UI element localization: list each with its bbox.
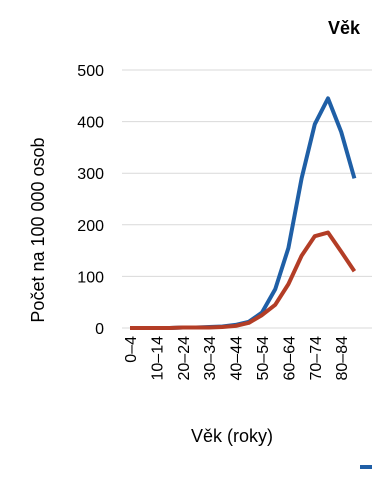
y-tick-label: 500 xyxy=(77,63,104,80)
x-tick-label: 40–44 xyxy=(229,336,246,381)
y-tick-label: 300 xyxy=(77,166,104,183)
y-tick-label: 100 xyxy=(77,269,104,286)
series-line-2 xyxy=(130,230,357,330)
y-tick-label: 400 xyxy=(77,115,104,132)
y-tick-label: 0 xyxy=(95,321,104,338)
x-axis-title: Věk (roky) xyxy=(191,426,273,446)
x-tick-label: 60–64 xyxy=(281,336,298,381)
x-tick-label: 30–34 xyxy=(202,336,219,381)
y-axis-title: Počet na 100 000 osob xyxy=(28,137,48,322)
x-tick-label: 10–14 xyxy=(149,336,166,381)
x-axis-ticks: 0–4 10–14 20–24 30–34 40–44 50–54 60–64 70–74 80… xyxy=(123,336,351,381)
x-tick-label: 50–54 xyxy=(255,336,272,381)
x-tick-label: 0–4 xyxy=(123,336,140,363)
series-line-1 xyxy=(130,96,357,330)
gridlines xyxy=(122,69,372,277)
x-tick-label: 20–24 xyxy=(176,336,193,381)
x-tick-label: 80–84 xyxy=(334,336,351,381)
y-axis-ticks: 0 100 200 300 400 500 xyxy=(77,63,104,338)
chart-title: Věk xyxy=(328,18,361,38)
y-tick-label: 200 xyxy=(77,218,104,235)
x-tick-label: 70–74 xyxy=(308,336,325,381)
series-lines xyxy=(130,96,357,330)
